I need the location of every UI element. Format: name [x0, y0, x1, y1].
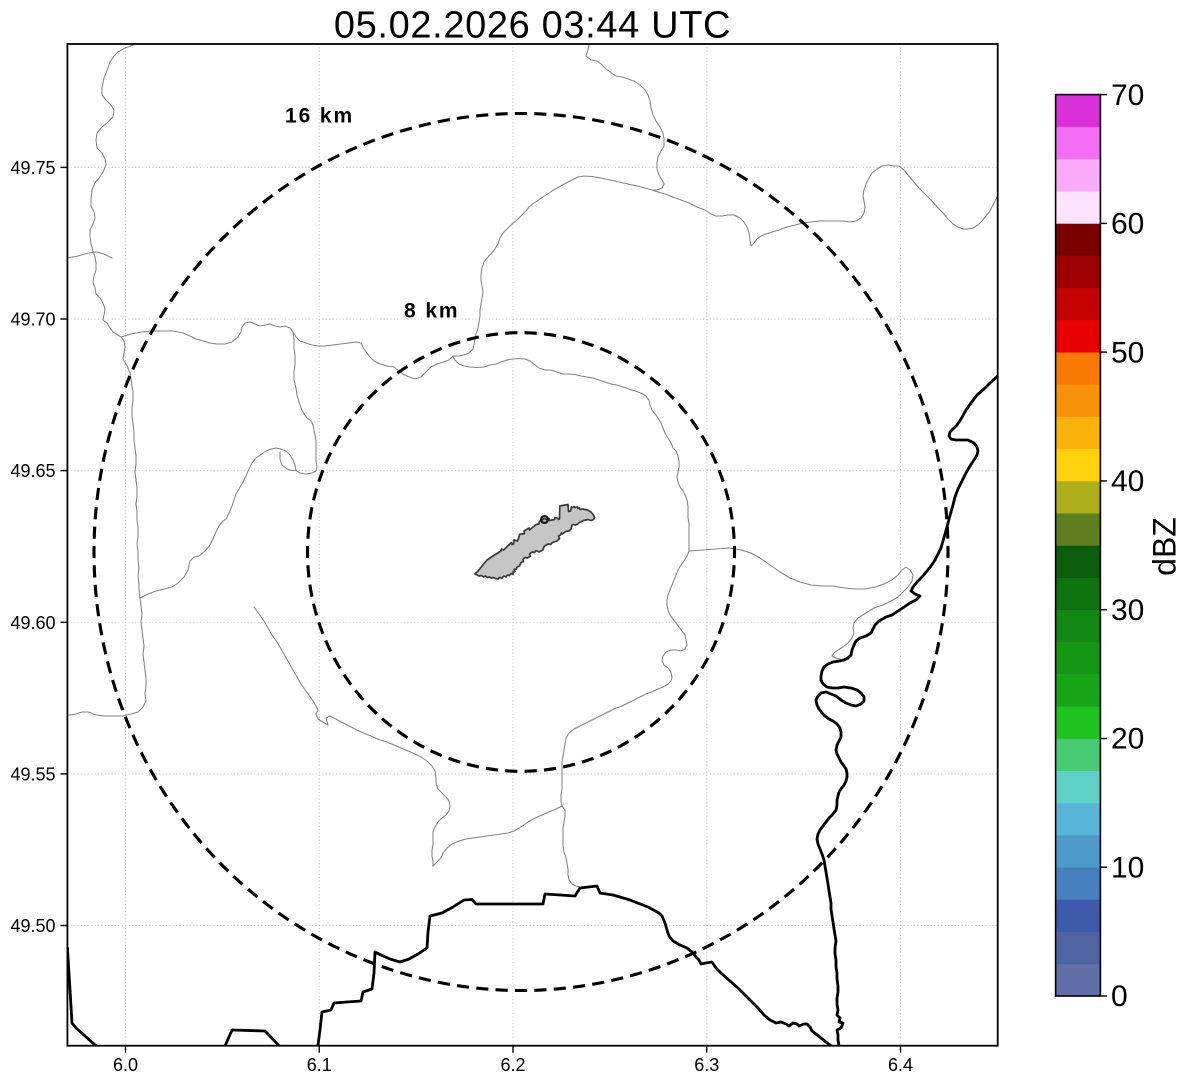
- svg-text:20: 20: [1111, 723, 1144, 756]
- svg-text:6.1: 6.1: [307, 1055, 332, 1075]
- svg-text:10: 10: [1111, 851, 1144, 884]
- svg-text:6.3: 6.3: [694, 1055, 719, 1075]
- svg-text:50: 50: [1111, 336, 1144, 369]
- svg-text:49.60: 49.60: [10, 613, 55, 633]
- svg-text:40: 40: [1111, 465, 1144, 498]
- svg-text:6.4: 6.4: [888, 1055, 913, 1075]
- svg-text:49.55: 49.55: [10, 764, 55, 784]
- svg-text:8 km: 8 km: [404, 300, 459, 323]
- svg-text:16 km: 16 km: [285, 105, 354, 128]
- svg-text:dBZ: dBZ: [1147, 517, 1183, 576]
- svg-text:6.2: 6.2: [500, 1055, 525, 1075]
- svg-text:6.0: 6.0: [113, 1055, 138, 1075]
- svg-text:70: 70: [1111, 79, 1144, 112]
- svg-text:49.70: 49.70: [10, 310, 55, 330]
- svg-text:49.50: 49.50: [10, 916, 55, 936]
- svg-text:05.02.2026 03:44 UTC: 05.02.2026 03:44 UTC: [334, 5, 731, 47]
- svg-text:49.65: 49.65: [10, 461, 55, 481]
- svg-text:49.75: 49.75: [10, 158, 55, 178]
- svg-text:0: 0: [1111, 980, 1128, 1013]
- svg-text:30: 30: [1111, 594, 1144, 627]
- svg-text:60: 60: [1111, 208, 1144, 241]
